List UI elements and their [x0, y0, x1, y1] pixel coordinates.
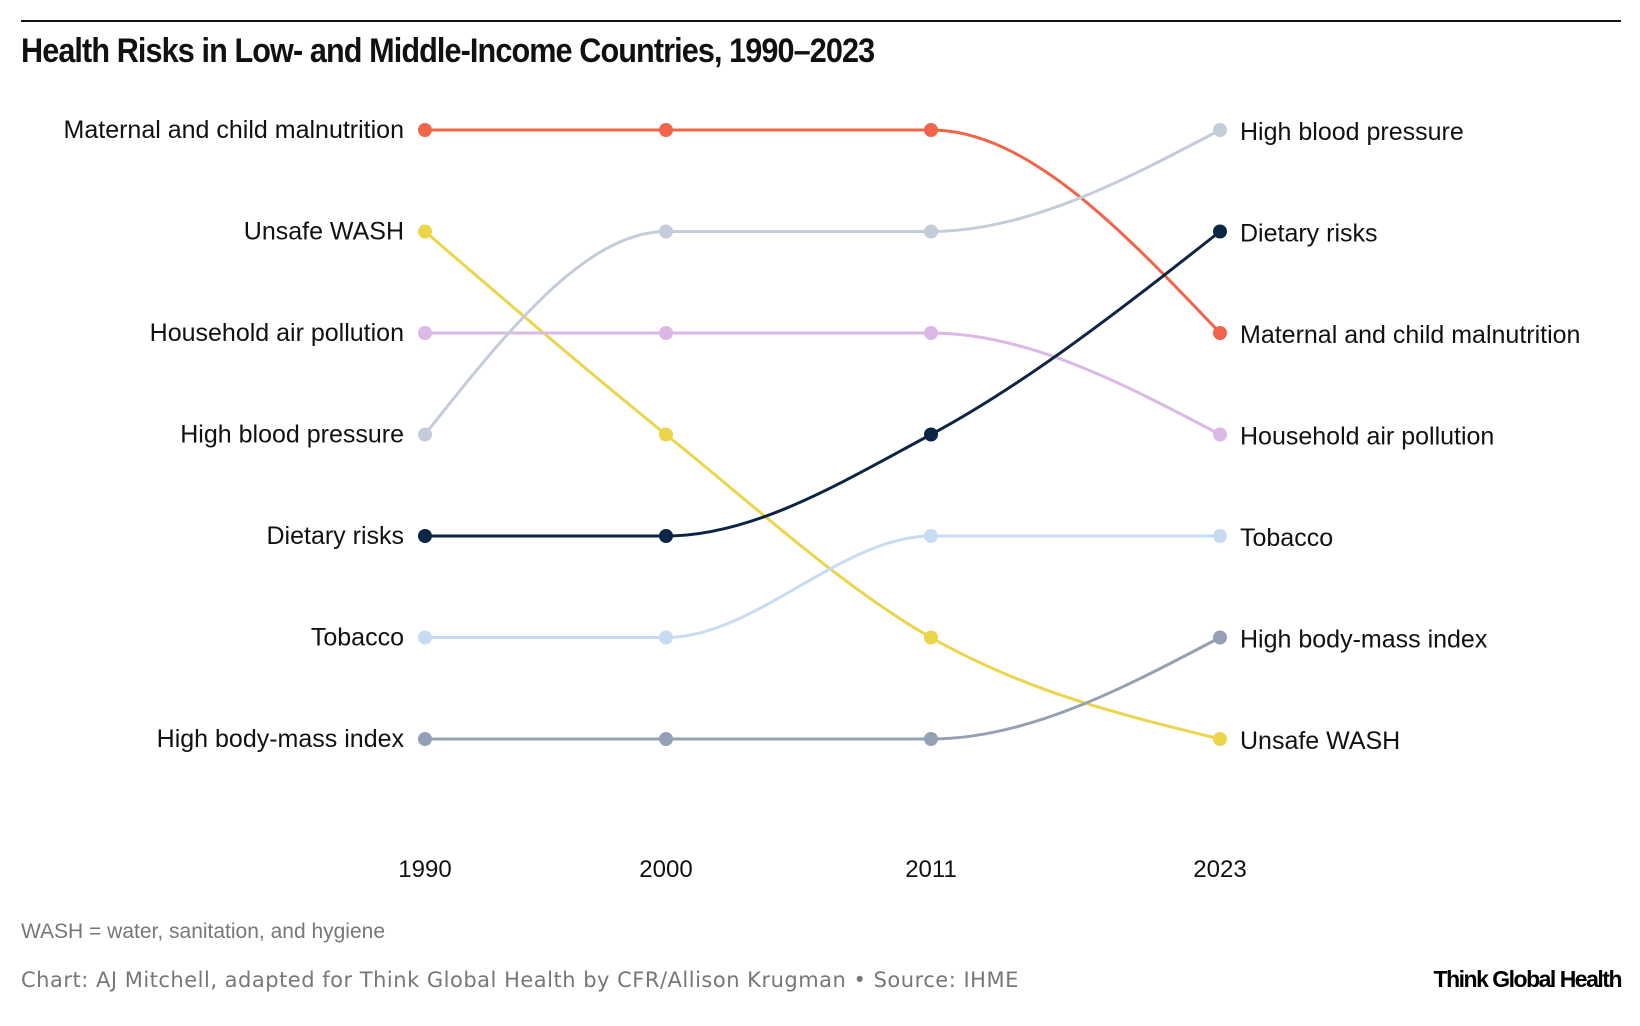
left-label: Dietary risks [266, 522, 404, 550]
data-point [924, 427, 938, 442]
data-point [418, 123, 432, 137]
data-point [1213, 326, 1227, 340]
left-label: High body-mass index [157, 725, 405, 753]
data-point [418, 732, 432, 746]
x-tick-label: 2011 [905, 856, 957, 883]
series-line [425, 230, 1221, 538]
series-household-air-pollution: Household air pollution Household air pol… [150, 319, 1495, 451]
data-point [659, 224, 673, 239]
series-high-blood-pressure: High blood pressure High blood pressure [180, 118, 1464, 449]
data-point [418, 529, 432, 543]
data-point [924, 630, 938, 645]
left-label: High blood pressure [180, 421, 404, 449]
data-point [1213, 630, 1227, 645]
data-point [924, 224, 938, 239]
series-tobacco: Tobacco Tobacco [311, 524, 1333, 652]
data-point [924, 529, 938, 543]
series-line [423, 128, 1221, 436]
top-rule [21, 20, 1621, 22]
series-maternal-and-child-malnutrition: Maternal and child malnutrition Maternal … [64, 116, 1581, 349]
data-point [924, 326, 938, 340]
right-label: Unsafe WASH [1240, 727, 1400, 755]
series-line [425, 128, 1222, 335]
x-tick-label: 1990 [398, 856, 451, 883]
x-tick-label: 2000 [639, 856, 692, 883]
data-point [418, 427, 432, 442]
data-point [924, 123, 938, 137]
left-label: Maternal and child malnutrition [64, 116, 404, 144]
data-point [418, 326, 432, 340]
right-label: Household air pollution [1240, 423, 1494, 451]
data-point [659, 326, 673, 340]
data-point [659, 123, 673, 137]
chart-title: Health Risks in Low- and Middle-Income C… [21, 32, 875, 70]
left-label: Tobacco [311, 624, 404, 652]
right-label: High blood pressure [1240, 118, 1464, 146]
series-line [425, 636, 1221, 741]
series-line [425, 534, 1220, 639]
series-high-body-mass-index: High body-mass index High body-mass index [157, 626, 1488, 754]
credit-line: Chart: AJ Mitchell, adapted for Think Gl… [21, 968, 1019, 992]
series-unsafe-wash: Unsafe WASH Unsafe WASH [244, 218, 1400, 756]
series-dietary-risks: Dietary risks Dietary risks [266, 220, 1377, 551]
data-point [659, 427, 673, 442]
data-point [418, 630, 432, 645]
right-label: Tobacco [1240, 524, 1333, 552]
data-point [1213, 529, 1227, 543]
right-label: Maternal and child malnutrition [1240, 321, 1580, 349]
left-label: Unsafe WASH [244, 218, 404, 246]
data-point [659, 630, 673, 645]
data-point [1213, 427, 1227, 442]
think-global-health-logo: Think Global Health [1433, 966, 1623, 992]
series-line [424, 230, 1221, 741]
footnote: WASH = water, sanitation, and hygiene [21, 920, 386, 943]
series-line [424, 331, 1221, 436]
data-point [418, 224, 432, 239]
data-point [924, 732, 938, 746]
right-label: Dietary risks [1240, 220, 1378, 248]
left-label: Household air pollution [150, 319, 404, 347]
data-point [1213, 123, 1227, 137]
x-tick-label: 2023 [1193, 856, 1246, 883]
data-point [659, 529, 673, 543]
data-point [1213, 732, 1227, 746]
right-label: High body-mass index [1240, 626, 1488, 654]
data-point [659, 732, 673, 746]
data-point [1213, 224, 1227, 239]
